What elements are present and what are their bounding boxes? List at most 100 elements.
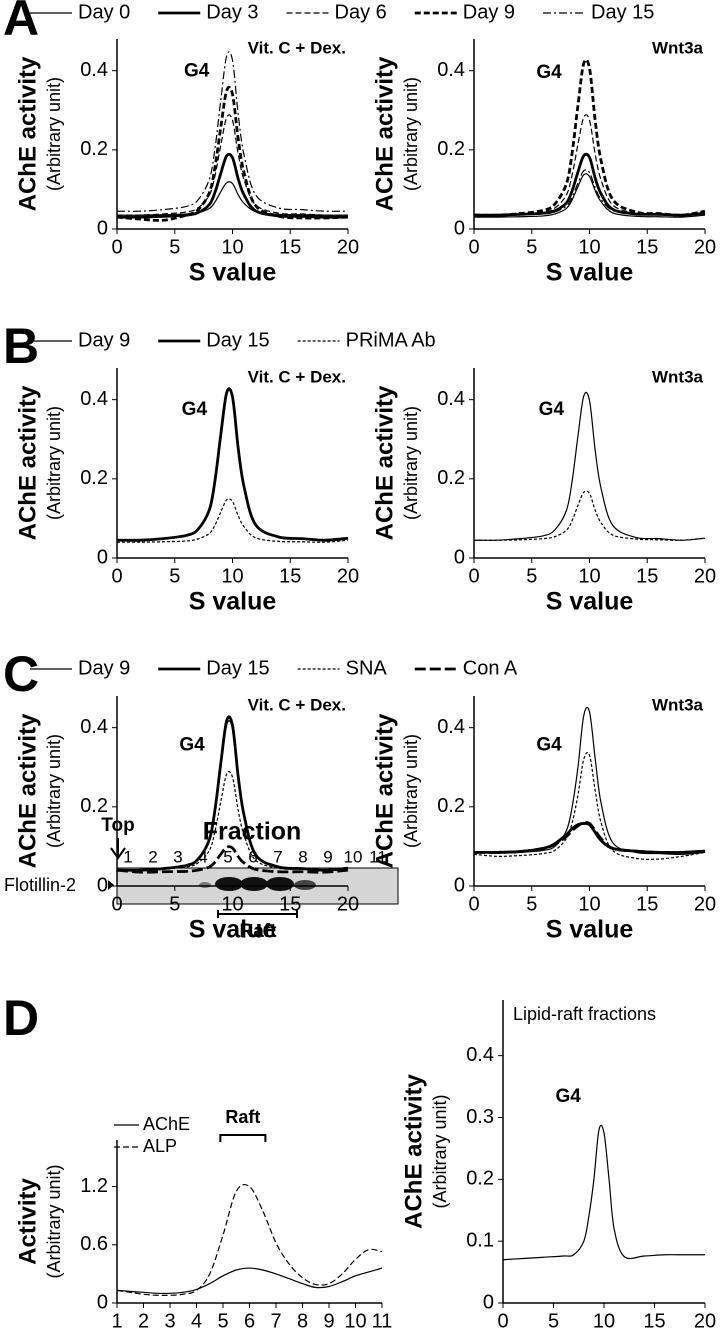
- x-tick-label: 10: [221, 565, 243, 587]
- legend-label: PRiMA Ab: [346, 329, 436, 351]
- y-tick-label: 0: [483, 1291, 494, 1313]
- x-axis-label: S value: [189, 259, 277, 287]
- x-tick-label: 0: [111, 236, 122, 258]
- y-tick-label: 0.4: [437, 388, 465, 410]
- x-tick-label: 15: [636, 236, 658, 258]
- legend-label: SNA: [346, 657, 388, 679]
- y-tick-label: 0.2: [80, 467, 108, 489]
- y-axis-sublabel: (Arbitrary unit): [401, 77, 421, 191]
- x-tick-label: 0: [468, 893, 479, 915]
- annotation: G4: [539, 399, 565, 420]
- x-tick-label: 20: [694, 1310, 716, 1332]
- legend-label: ALP: [143, 1136, 177, 1156]
- legend-label: Day 15: [206, 657, 269, 679]
- data-line: [473, 114, 706, 216]
- x-tick-label: 10: [344, 1310, 366, 1332]
- top-arrow: [110, 838, 126, 860]
- x-tick-label: 10: [578, 565, 600, 587]
- x-tick-label: 15: [643, 1310, 665, 1332]
- data-line: [473, 58, 706, 217]
- y-axis-sublabel: (Arbitrary unit): [44, 734, 64, 848]
- y-axis-sublabel: (Arbitrary unit): [44, 1164, 64, 1278]
- x-tick-label: 15: [636, 565, 658, 587]
- x-tick-label: 4: [191, 1310, 202, 1332]
- lane-label: 4: [198, 847, 207, 866]
- x-axis-label: S value: [189, 588, 277, 616]
- x-tick-label: 10: [221, 236, 243, 258]
- y-tick-label: 0: [97, 217, 108, 239]
- legend-label: AChE: [143, 1114, 190, 1134]
- legend-label: Day 9: [463, 1, 515, 23]
- y-tick-label: 0.4: [80, 388, 108, 410]
- y-tick-label: 0: [454, 546, 465, 568]
- y-tick-label: 0.3: [466, 1106, 494, 1128]
- y-axis-sublabel: (Arbitrary unit): [401, 734, 421, 848]
- data-line: [473, 751, 706, 860]
- y-tick-label: 0: [454, 874, 465, 896]
- blot-marker: [108, 880, 114, 890]
- data-line: [116, 114, 349, 216]
- lane-label: 11: [369, 847, 387, 866]
- x-tick-label: 20: [694, 893, 716, 915]
- x-tick-label: 0: [111, 893, 122, 915]
- x-tick-label: 9: [323, 1310, 334, 1332]
- y-tick-label: 0.1: [466, 1229, 494, 1251]
- data-line: [473, 173, 706, 218]
- lane-label: 9: [323, 847, 332, 866]
- raft-bracket: [217, 910, 298, 918]
- panel-label: C: [3, 646, 39, 702]
- y-tick-label: 0: [97, 1291, 108, 1313]
- panel-label: A: [3, 0, 39, 46]
- x-tick-label: 0: [468, 236, 479, 258]
- y-axis-label: Activity: [14, 1178, 41, 1265]
- raft-label: Raft: [240, 921, 278, 942]
- y-axis-label: AChE activity: [14, 56, 41, 211]
- x-tick-label: 10: [221, 893, 243, 915]
- y-tick-label: 0.2: [437, 467, 465, 489]
- top-label: Top: [101, 815, 134, 836]
- x-tick-label: 3: [164, 1310, 175, 1332]
- y-tick-label: 0: [97, 874, 108, 896]
- y-axis-label: AChE activity: [400, 1073, 427, 1228]
- x-tick-label: 15: [279, 236, 301, 258]
- data-line: [116, 498, 349, 543]
- x-tick-label: 15: [279, 893, 301, 915]
- chart-title: Wnt3a: [652, 367, 704, 386]
- annotation: G4: [556, 1086, 582, 1107]
- data-line: [473, 820, 706, 854]
- data-line: [473, 706, 706, 855]
- y-tick-label: 0.4: [437, 59, 465, 81]
- data-line: [116, 771, 349, 871]
- lane-label: 7: [273, 847, 282, 866]
- y-tick-label: 0.4: [466, 1044, 494, 1066]
- x-tick-label: 8: [297, 1310, 308, 1332]
- data-line: [116, 715, 349, 872]
- x-axis-label: S value: [546, 916, 634, 944]
- y-axis-label: AChE activity: [14, 713, 41, 868]
- data-line: [116, 388, 349, 541]
- legend-label: Con A: [463, 657, 518, 679]
- x-tick-label: 10: [578, 893, 600, 915]
- legend-label: Day 0: [78, 1, 130, 23]
- lane-label: 3: [173, 847, 182, 866]
- x-tick-label: 2: [138, 1310, 149, 1332]
- chart-title: Vit. C + Dex.: [248, 38, 346, 57]
- y-axis-label: AChE activity: [14, 385, 41, 540]
- y-axis-label: AChE activity: [371, 713, 398, 868]
- x-tick-label: 20: [694, 565, 716, 587]
- data-line: [473, 169, 706, 216]
- y-axis-label: AChE activity: [371, 56, 398, 211]
- data-line: [116, 85, 349, 222]
- data-line: [502, 1124, 705, 1261]
- x-tick-label: 1: [111, 1310, 122, 1332]
- y-axis-sublabel: (Arbitrary unit): [44, 406, 64, 520]
- x-tick-label: 20: [337, 893, 359, 915]
- y-tick-label: 0.6: [80, 1233, 108, 1255]
- chart-title: Vit. C + Dex.: [248, 695, 346, 714]
- chart-title: Vit. C + Dex.: [248, 367, 346, 386]
- x-tick-label: 10: [593, 1310, 615, 1332]
- protein-label: Flotillin-2: [4, 875, 76, 895]
- y-axis-sublabel: (Arbitrary unit): [401, 406, 421, 520]
- x-tick-label: 11: [372, 1310, 393, 1332]
